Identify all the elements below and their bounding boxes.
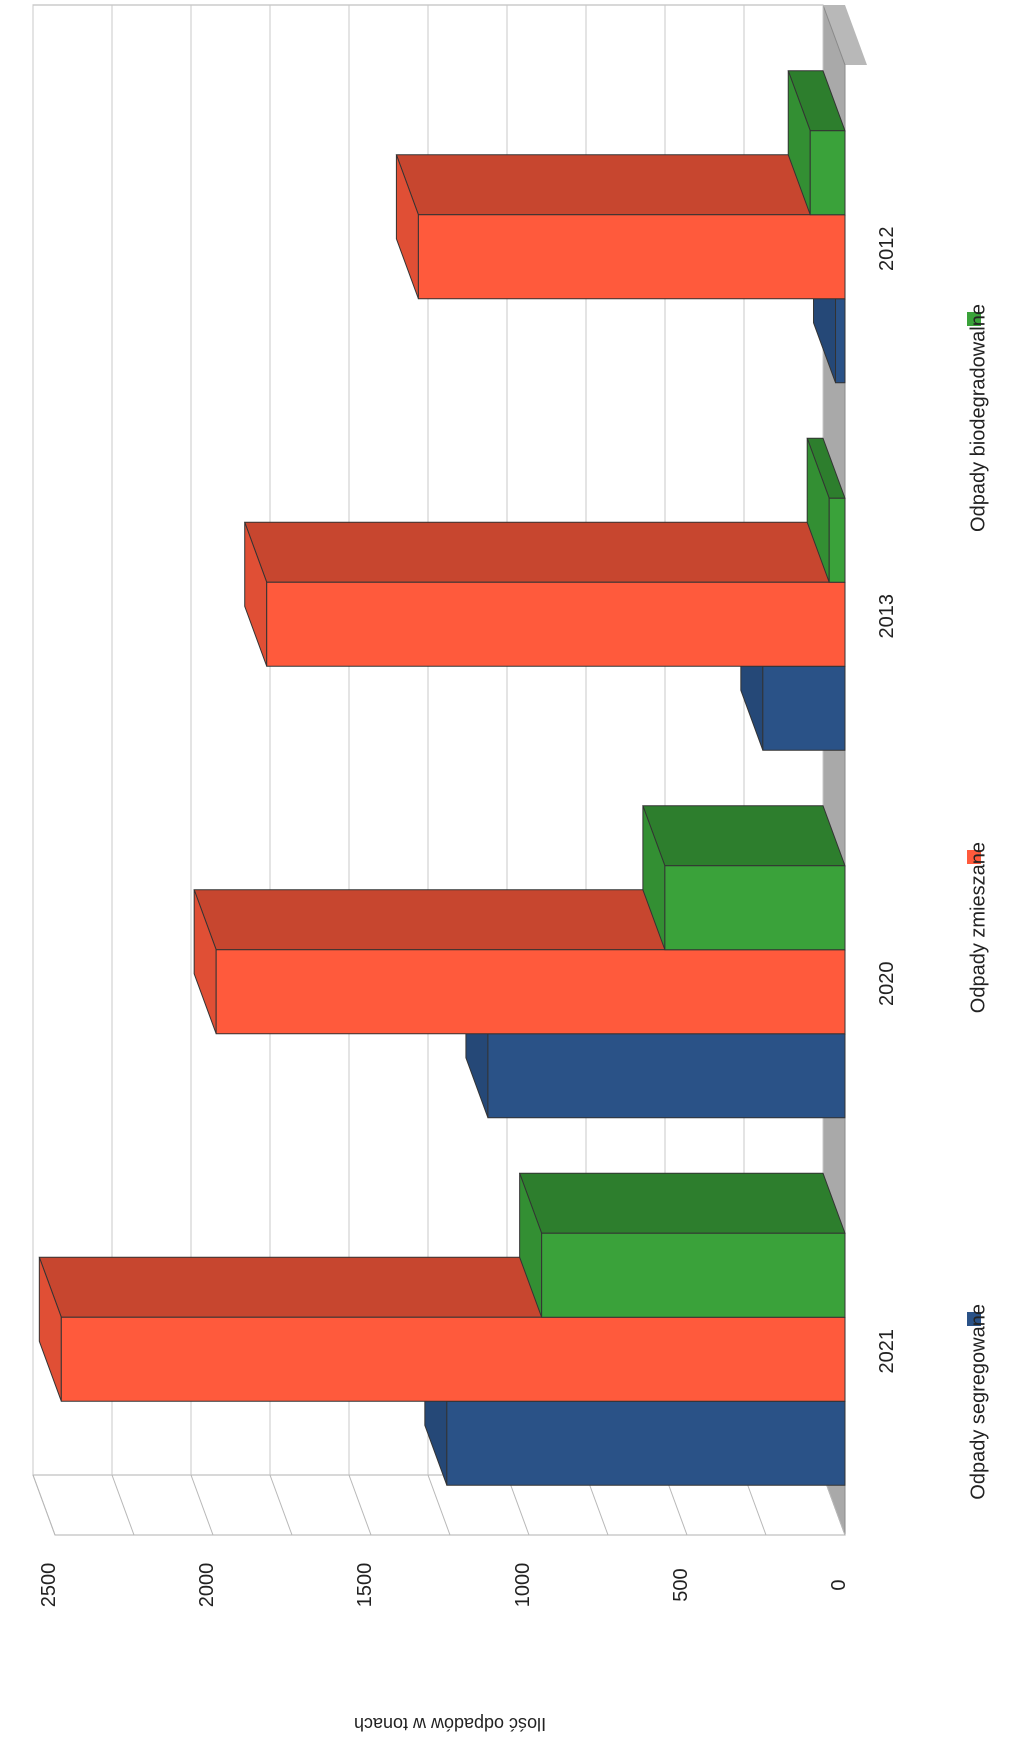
y-tick-label: 500: [670, 1568, 692, 1601]
bar-odpady-biodegradowalne-2012: [787, 70, 846, 216]
bar-odpady-biodegradowalne-2021: [518, 1172, 846, 1318]
legend-label: Odpady segregowane: [967, 1304, 989, 1500]
bar-front: [417, 214, 846, 300]
bar-odpady-zmieszane-2012: [395, 154, 846, 300]
bar-front: [809, 130, 846, 216]
legend-swatch: [967, 1312, 981, 1326]
gridline-diag: [348, 1474, 372, 1536]
gridline-diag: [427, 1474, 451, 1536]
y-tick-label: 0: [828, 1579, 850, 1590]
x-tick-label: 2020: [876, 962, 898, 1007]
bar-front: [487, 1033, 846, 1119]
gridline-diag: [190, 1474, 214, 1536]
bar-front: [215, 949, 846, 1035]
bar-front: [664, 865, 846, 951]
y-tick-label: 1500: [354, 1563, 376, 1608]
bar-front: [446, 1400, 846, 1486]
legend-label: Odpady biodegradowalne: [967, 304, 989, 532]
legend: Odpady segregowane Odpady zmieszane Odpady…: [967, 304, 989, 1500]
bar-odpady-biodegradowalne-2013: [806, 437, 846, 583]
legend-label: Odpady zmieszane: [967, 842, 989, 1013]
y-tick-label: 2000: [196, 1563, 218, 1608]
y-axis-title: Ilość odpadów w tonach: [354, 1714, 546, 1734]
bar-side: [642, 805, 846, 867]
bar-front: [835, 298, 846, 384]
y-axis-label: Ilość odpadów w tonach: [354, 1714, 546, 1734]
bar-front: [828, 497, 846, 583]
x-tick-label: 2012: [876, 227, 898, 272]
bar-odpady-biodegradowalne-2020: [642, 805, 846, 951]
gridline-diag: [111, 1474, 135, 1536]
gridline-diag: [269, 1474, 293, 1536]
bar-side: [395, 154, 846, 216]
legend-swatch: [967, 312, 981, 326]
bar-side: [518, 1172, 846, 1234]
bar-side: [244, 521, 846, 583]
bar-front: [762, 665, 846, 751]
x-tick-label: 2013: [876, 594, 898, 639]
y-axis-ticks: 0 500 1000 1500 2000 2500: [38, 1563, 850, 1608]
bar-front: [266, 581, 846, 667]
bar-front: [541, 1232, 846, 1318]
x-axis-ticks: 2012 2013 2020 2021: [876, 227, 898, 1374]
bars: [38, 70, 846, 1486]
bar-odpady-zmieszane-2013: [244, 521, 846, 667]
y-tick-label: 2500: [38, 1563, 60, 1608]
floor-edge: [823, 5, 867, 65]
y-tick-label: 1000: [512, 1563, 534, 1608]
legend-swatch: [967, 850, 981, 864]
gridline-diag: [32, 1474, 56, 1536]
bar-front: [60, 1316, 846, 1402]
x-tick-label: 2021: [876, 1329, 898, 1374]
